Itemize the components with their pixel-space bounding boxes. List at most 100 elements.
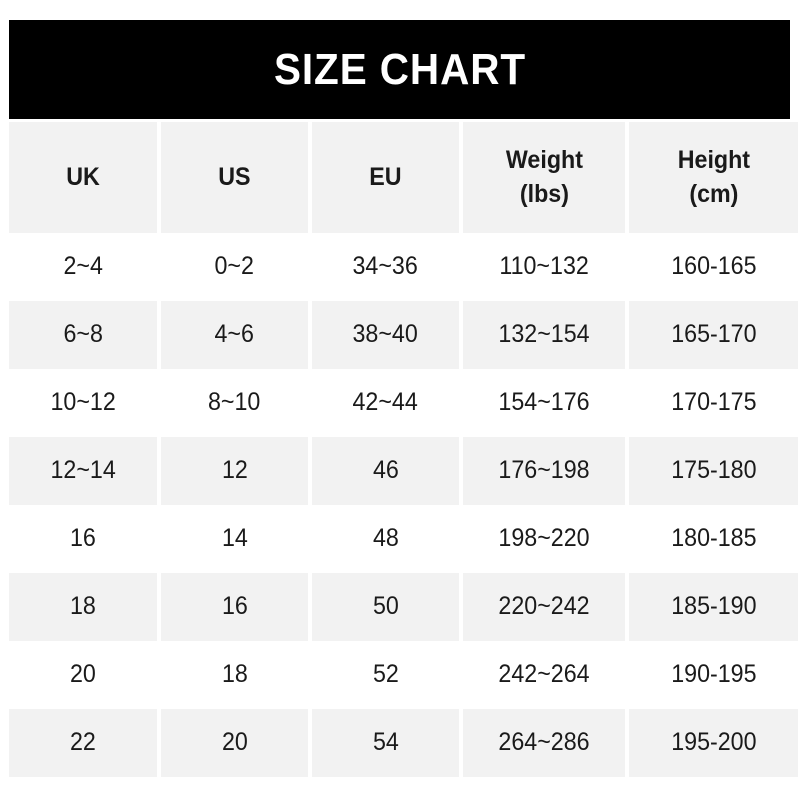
table-cell-value: 170-175: [670, 388, 757, 417]
table-cell-value: 54: [372, 728, 399, 757]
table-row: 22 20 54 264~286 195-200: [9, 709, 798, 777]
column-header-label: US: [218, 162, 251, 191]
table-cell: 176~198: [463, 437, 625, 505]
table-cell-value: 48: [372, 524, 399, 553]
table-cell-value: 264~286: [498, 728, 590, 757]
table-cell: 38~40: [312, 301, 459, 369]
table-row: 16 14 48 198~220 180-185: [9, 505, 798, 573]
table-cell-value: 14: [221, 524, 248, 553]
table-cell-value: 242~264: [498, 660, 590, 689]
table-cell-value: 0~2: [214, 252, 255, 281]
table-cell: 20: [9, 641, 157, 709]
table-cell: 20: [161, 709, 308, 777]
table-cell: 48: [312, 505, 459, 573]
table-row: 2~4 0~2 34~36 110~132 160-165: [9, 233, 798, 301]
table-row: 20 18 52 242~264 190-195: [9, 641, 798, 709]
table-cell: 6~8: [9, 301, 157, 369]
table-cell: 242~264: [463, 641, 625, 709]
table-cell-value: 22: [70, 728, 96, 757]
title-bar: SIZE CHART: [9, 20, 790, 119]
table-cell: 175-180: [629, 437, 798, 505]
table-cell-value: 175-180: [670, 456, 757, 485]
table-cell-value: 20: [221, 728, 248, 757]
table-cell: 195-200: [629, 709, 798, 777]
table-cell-value: 195-200: [670, 728, 757, 757]
table-cell-value: 42~44: [352, 388, 419, 417]
table-cell-value: 198~220: [498, 524, 590, 553]
table-cell-value: 132~154: [498, 320, 590, 349]
table-cell: 52: [312, 641, 459, 709]
table-cell-value: 160-165: [670, 252, 757, 281]
table-cell-value: 50: [372, 592, 399, 621]
table-cell: 2~4: [9, 233, 157, 301]
table-cell: 14: [161, 505, 308, 573]
column-header-label: UK: [66, 162, 100, 191]
table-row: 18 16 50 220~242 185-190: [9, 573, 798, 641]
table-cell: 10~12: [9, 369, 157, 437]
table-cell: 42~44: [312, 369, 459, 437]
column-header: UK: [9, 122, 157, 233]
column-header: Weight (lbs): [463, 122, 625, 233]
table-cell: 16: [161, 573, 308, 641]
table-cell: 154~176: [463, 369, 625, 437]
column-header-label: Weight (lbs): [505, 145, 583, 208]
table-cell-value: 16: [70, 524, 96, 553]
column-header: Height (cm): [629, 122, 798, 233]
size-chart-table: UK US EU Weight (lbs) Height (cm) 2~4 0~2 34~36…: [9, 122, 798, 777]
column-header: US: [161, 122, 308, 233]
column-header: EU: [312, 122, 459, 233]
table-cell-value: 18: [221, 660, 248, 689]
table-cell: 50: [312, 573, 459, 641]
table-cell-value: 12: [221, 456, 248, 485]
column-header-label: Height (cm): [677, 145, 750, 208]
table-cell-value: 220~242: [498, 592, 590, 621]
table-cell: 180-185: [629, 505, 798, 573]
table-cell: 185-190: [629, 573, 798, 641]
table-cell-value: 38~40: [352, 320, 419, 349]
column-header-label: EU: [369, 162, 402, 191]
table-cell: 170-175: [629, 369, 798, 437]
table-cell: 46: [312, 437, 459, 505]
table-cell: 18: [9, 573, 157, 641]
table-cell-value: 190-195: [670, 660, 757, 689]
table-cell-value: 185-190: [670, 592, 757, 621]
table-cell: 54: [312, 709, 459, 777]
table-cell: 160-165: [629, 233, 798, 301]
table-cell: 264~286: [463, 709, 625, 777]
table-cell-value: 52: [372, 660, 399, 689]
table-row: 10~12 8~10 42~44 154~176 170-175: [9, 369, 798, 437]
table-cell: 16: [9, 505, 157, 573]
table-row: 12~14 12 46 176~198 175-180: [9, 437, 798, 505]
table-cell-value: 165-170: [670, 320, 757, 349]
table-row: 6~8 4~6 38~40 132~154 165-170: [9, 301, 798, 369]
table-cell-value: 2~4: [63, 252, 103, 281]
table-cell-value: 180-185: [670, 524, 757, 553]
table-cell-value: 18: [70, 592, 96, 621]
table-cell: 22: [9, 709, 157, 777]
table-cell: 132~154: [463, 301, 625, 369]
table-cell-value: 16: [221, 592, 248, 621]
table-cell-value: 34~36: [352, 252, 419, 281]
table-cell: 12: [161, 437, 308, 505]
table-cell-value: 176~198: [498, 456, 590, 485]
table-cell-value: 110~132: [499, 252, 589, 281]
table-cell: 220~242: [463, 573, 625, 641]
table-cell: 0~2: [161, 233, 308, 301]
table-cell: 18: [161, 641, 308, 709]
table-cell: 110~132: [463, 233, 625, 301]
table-cell: 4~6: [161, 301, 308, 369]
table-cell-value: 8~10: [208, 388, 261, 417]
table-cell-value: 154~176: [498, 388, 590, 417]
table-cell-value: 10~12: [50, 388, 116, 417]
table-cell: 12~14: [9, 437, 157, 505]
table-cell: 198~220: [463, 505, 625, 573]
table-cell: 34~36: [312, 233, 459, 301]
table-cell-value: 46: [372, 456, 399, 485]
page-title: SIZE CHART: [273, 44, 526, 94]
table-header-row: UK US EU Weight (lbs) Height (cm): [9, 122, 798, 233]
table-cell-value: 20: [70, 660, 96, 689]
table-cell-value: 12~14: [50, 456, 116, 485]
table-cell-value: 6~8: [63, 320, 103, 349]
table-cell: 165-170: [629, 301, 798, 369]
